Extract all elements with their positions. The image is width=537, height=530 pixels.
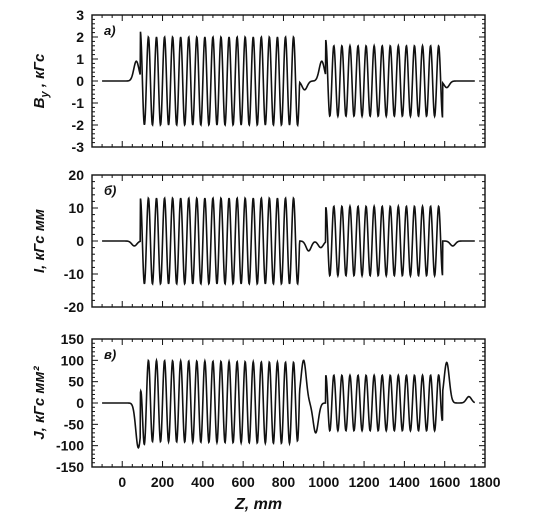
panel-label: а) [104, 23, 116, 38]
y-tick-label: 20 [68, 167, 84, 183]
x-tick-label: 1600 [429, 474, 460, 490]
y-tick-label: -2 [72, 117, 85, 133]
y-axis-label: By , кГс [31, 53, 51, 108]
y-tick-label: -20 [64, 299, 84, 315]
y-tick-label: -100 [56, 438, 84, 454]
y-tick-label: 3 [76, 7, 84, 23]
panel-label: б) [104, 183, 116, 198]
y-axis-label: J, кГс мм² [31, 365, 48, 439]
y-axis-label: I, кГс мм [31, 209, 48, 273]
x-axis-label: Z, mm [234, 496, 282, 513]
panel-1: -3 -2 -1 0 1 2 3 By , кГс а) [31, 7, 486, 155]
series-line [102, 31, 475, 128]
y-tick-label: -10 [64, 266, 84, 282]
x-tick-label: 1000 [308, 474, 339, 490]
y-tick-label: 0 [76, 395, 84, 411]
x-tick-label: 400 [191, 474, 215, 490]
panel-3: -150 -100 -50 0 50 100 150 0 200 400 600 800 1000 120… [31, 331, 501, 513]
panel-2: -20 -10 0 10 20 I, кГс мм б) [31, 167, 486, 315]
y-tick-label: -150 [56, 459, 84, 475]
series-line [102, 196, 475, 286]
series-line [102, 357, 476, 449]
y-tick-label: -50 [64, 416, 84, 432]
x-tick-label: 200 [151, 474, 175, 490]
y-tick-label: 100 [61, 352, 85, 368]
panel-label: в) [104, 347, 116, 362]
x-tick-label: 1200 [348, 474, 379, 490]
x-tick-label: 1400 [389, 474, 420, 490]
y-tick-label: 0 [76, 233, 84, 249]
y-tick-label: -3 [72, 139, 85, 155]
x-tick-label: 600 [231, 474, 255, 490]
y-tick-label: -1 [72, 95, 85, 111]
x-tick-label: 0 [118, 474, 126, 490]
y-tick-label: 10 [68, 200, 84, 216]
x-tick-label: 1800 [469, 474, 500, 490]
y-tick-label: 2 [76, 29, 84, 45]
y-tick-label: 0 [76, 73, 84, 89]
y-tick-label: 50 [68, 374, 84, 390]
y-tick-label: 150 [61, 331, 85, 347]
y-tick-label: 1 [76, 51, 84, 67]
x-tick-label: 800 [272, 474, 296, 490]
